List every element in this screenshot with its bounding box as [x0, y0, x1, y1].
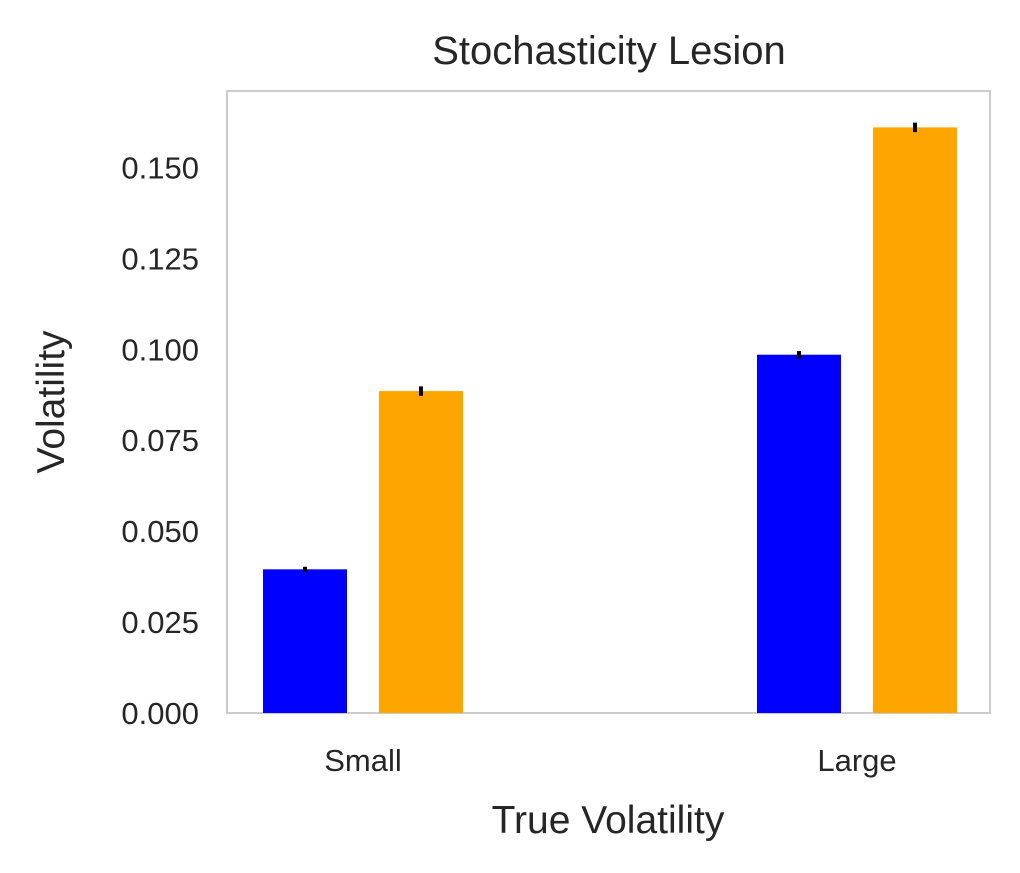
x-axis-label: True Volatility	[492, 799, 725, 842]
x-tick-label-small: Small	[324, 743, 402, 778]
y-tick-label: 0.075	[121, 423, 199, 458]
y-tick-label: 0.125	[121, 241, 199, 276]
x-axis-ticks: Small Large	[324, 743, 896, 778]
bar-large-series-2	[873, 127, 957, 713]
y-tick-label: 0.050	[121, 514, 199, 549]
y-tick-label: 0.150	[121, 150, 199, 185]
y-tick-label: 0.100	[121, 332, 199, 367]
y-tick-label: 0.025	[121, 605, 199, 640]
y-axis-ticks: 0.000 0.025 0.050 0.075 0.100 0.125 0.150	[121, 150, 199, 731]
y-axis-label: Volatility	[30, 330, 73, 474]
bar-small-series-1	[263, 569, 347, 713]
bars	[263, 127, 957, 713]
bar-large-series-1	[757, 354, 841, 713]
error-bars	[303, 122, 917, 572]
chart-title: Stochasticity Lesion	[432, 29, 786, 73]
x-tick-label-large: Large	[817, 743, 896, 778]
y-tick-label: 0.000	[121, 696, 199, 731]
plot-frame	[226, 90, 991, 714]
bar-small-series-2	[379, 391, 463, 713]
